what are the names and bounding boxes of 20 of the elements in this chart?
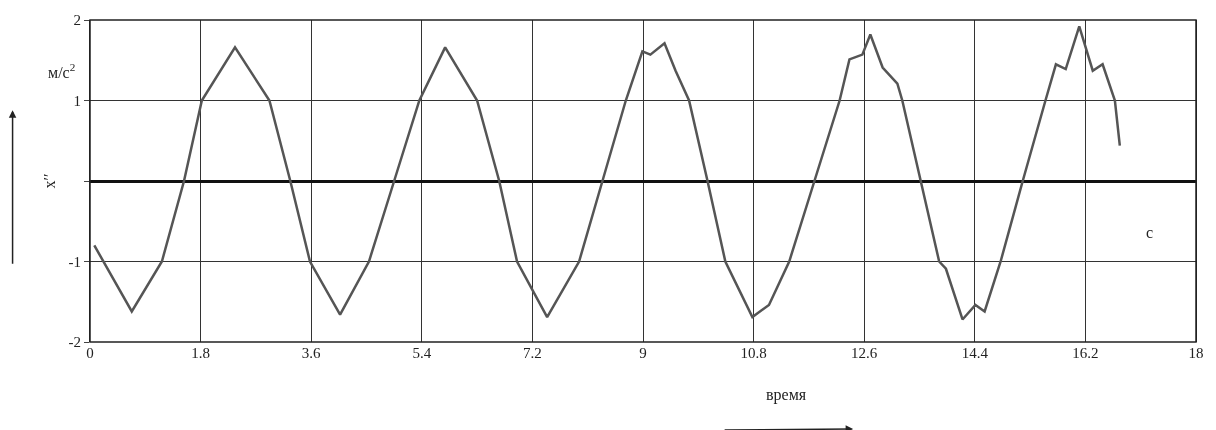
line-series (93, 25, 1122, 321)
y-axis-title: x′′ (41, 173, 59, 189)
y-tick-label: -2 (68, 334, 81, 351)
y-tick-label: 2 (73, 12, 81, 29)
x-tick-label: 16.2 (1072, 345, 1099, 361)
x-tick-label: 0 (86, 345, 94, 361)
y-tick-label: -1 (68, 253, 81, 270)
x-tick-label: 1.8 (191, 345, 210, 361)
x-tick-label: 5.4 (412, 345, 432, 361)
x-tick-label: 3.6 (301, 345, 322, 361)
x-tick-label: 7.2 (523, 345, 542, 361)
x-tick-label: 9 (639, 345, 647, 361)
x-tick-label: 18 (1188, 345, 1204, 361)
x-tick-label: 12.6 (851, 345, 878, 361)
y-tick-label: 1 (73, 92, 81, 109)
x-tick-label: 10.8 (740, 345, 767, 361)
text: время (766, 386, 807, 404)
annotation: с (1146, 224, 1154, 241)
x-tick-label: 14.4 (961, 345, 989, 361)
text: м/с$^{2}$ (48, 61, 76, 81)
